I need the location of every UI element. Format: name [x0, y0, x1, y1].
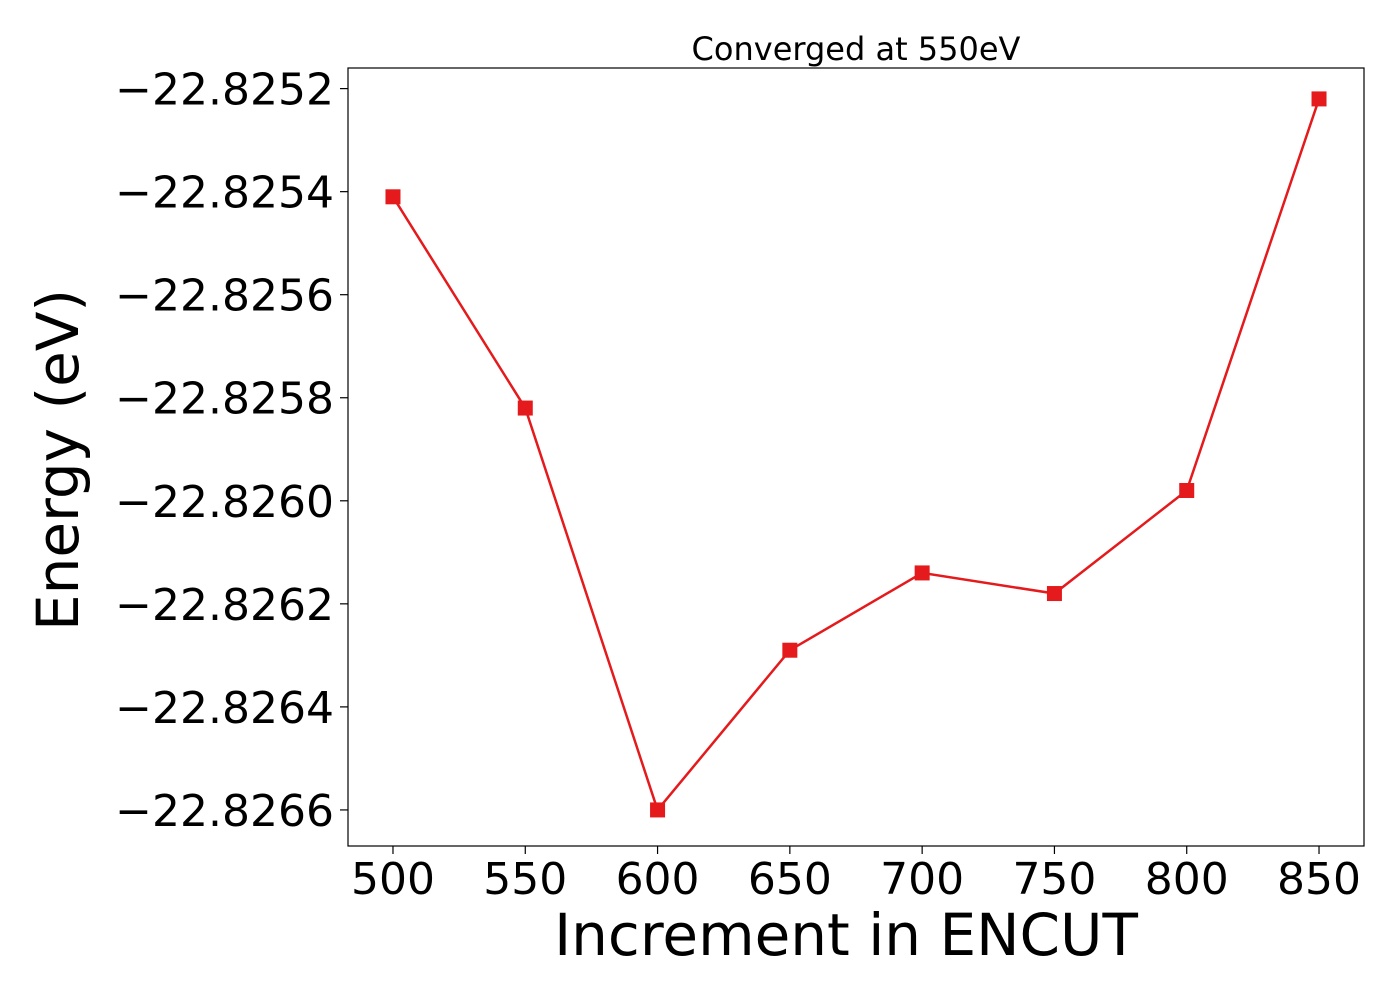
series-markers [385, 91, 1327, 818]
y-tick-label: −22.8260 [115, 477, 334, 528]
x-tick-label: 800 [1145, 854, 1229, 905]
chart-title: Converged at 550eV [692, 30, 1021, 68]
data-point [385, 189, 401, 205]
x-tick-label: 550 [483, 854, 567, 905]
x-tick-label: 850 [1277, 854, 1361, 905]
y-tick-label: −22.8254 [115, 168, 334, 219]
y-tick-label: −22.8258 [115, 374, 334, 425]
x-tick-label: 500 [351, 854, 435, 905]
y-tick-label: −22.8266 [115, 786, 334, 837]
data-point [782, 642, 798, 658]
plot-frame [347, 67, 1365, 847]
x-tick-label: 750 [1012, 854, 1096, 905]
data-point [650, 802, 666, 818]
data-point [1046, 586, 1062, 602]
y-ticks: −22.8252 −22.8254 −22.8256 −22.8258 −22.8260… [115, 65, 348, 837]
y-tick-label: −22.8264 [115, 683, 334, 734]
series-line [391, 98, 1321, 813]
y-tick-label: −22.8256 [115, 271, 334, 322]
x-axis-title: Increment in ENCUT [554, 901, 1138, 969]
x-tick-label: 600 [616, 854, 700, 905]
y-tick-label: −22.8262 [115, 580, 334, 631]
x-tick-label: 650 [748, 854, 832, 905]
data-point [517, 400, 533, 416]
data-point [914, 565, 930, 581]
y-axis-title: Energy (eV) [24, 289, 92, 631]
x-tick-label: 700 [880, 854, 964, 905]
x-ticks: 500 550 600 650 700 750 800 850 [351, 846, 1361, 905]
y-tick-label: −22.8252 [115, 65, 334, 116]
data-point [1179, 482, 1195, 498]
data-point [1311, 91, 1327, 107]
